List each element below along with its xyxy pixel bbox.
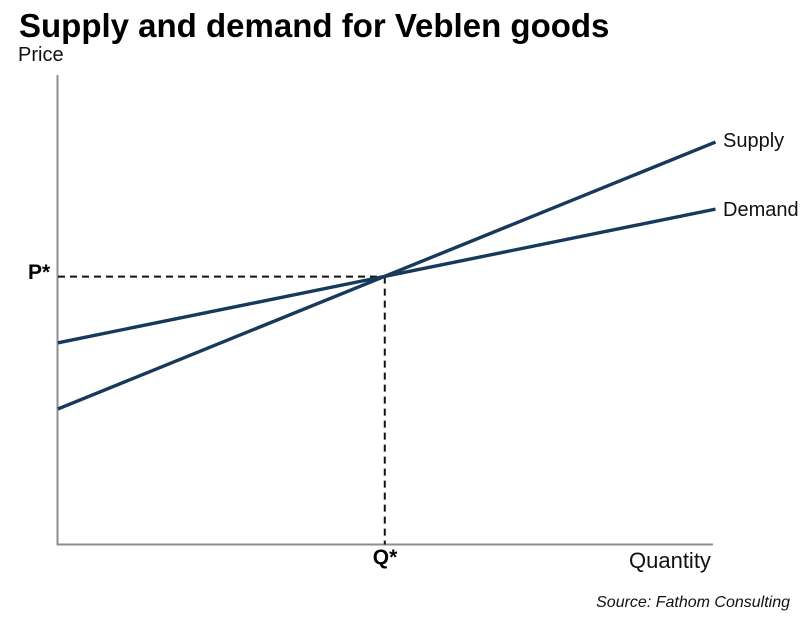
equilibrium-quantity-label: Q* [372, 546, 398, 569]
axes-line [56, 75, 713, 546]
y-axis-label: Price [18, 44, 64, 66]
demand-line-label: Demand [723, 199, 799, 221]
supply-line-label: Supply [723, 130, 785, 152]
demand-line [57, 207, 716, 345]
x-axis-label: Quantity [629, 548, 711, 573]
source-note: Source: Fathom Consulting [596, 594, 790, 611]
page-title: Supply and demand for Veblen goods [19, 7, 610, 44]
equilibrium-price-label: P* [28, 261, 51, 284]
